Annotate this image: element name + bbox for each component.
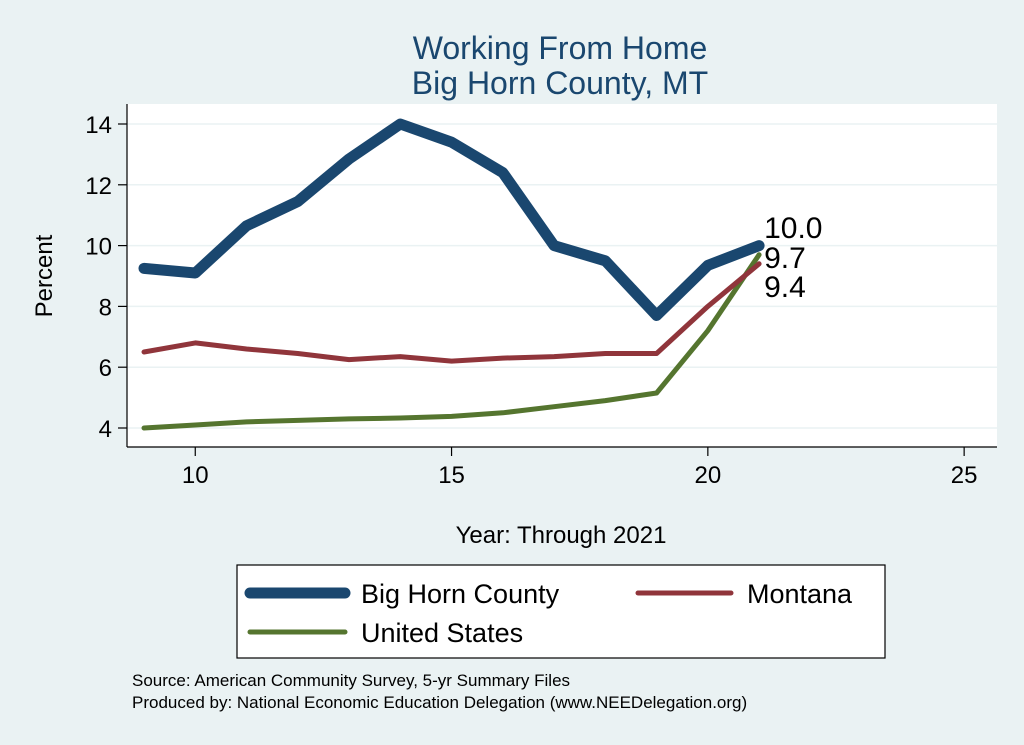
y-tick-label: 12 — [85, 173, 112, 200]
end-labels: 10.09.79.4 — [764, 212, 822, 304]
end-label: 10.0 — [764, 212, 822, 245]
series-line-big-horn-county — [138, 118, 765, 321]
x-tick-label: 10 — [182, 462, 209, 489]
chart-title: Working From Home — [413, 30, 708, 66]
end-label: 9.4 — [764, 271, 806, 304]
y-axis-title: Percent — [31, 234, 58, 317]
y-tick-label: 6 — [99, 355, 112, 382]
y-tick-label: 14 — [85, 112, 112, 139]
legend: Big Horn County Montana United States — [236, 564, 886, 659]
x-axis: 10 15 20 25 — [127, 446, 997, 489]
legend-label: Big Horn County — [361, 579, 560, 609]
series-line-united-states — [141, 252, 762, 431]
legend-label: Montana — [747, 579, 853, 609]
y-tick-label: 8 — [99, 294, 112, 321]
y-tick-label: 4 — [99, 416, 112, 443]
x-tick-label: 25 — [951, 462, 978, 489]
x-tick-label: 15 — [438, 462, 465, 489]
y-tick-label: 10 — [85, 234, 112, 261]
plot-area — [127, 104, 997, 447]
x-tick-label: 20 — [694, 462, 721, 489]
legend-label: United States — [361, 618, 523, 648]
producer-note: Produced by: National Economic Education… — [132, 693, 747, 712]
gridlines — [127, 123, 997, 429]
x-axis-title: Year: Through 2021 — [456, 522, 667, 549]
chart-subtitle: Big Horn County, MT — [412, 65, 708, 101]
legend-box — [236, 564, 886, 659]
series-line-montana — [141, 261, 762, 364]
end-label: 9.7 — [764, 242, 806, 275]
y-axis: 4 6 8 10 12 14 — [85, 104, 128, 447]
series-lines — [138, 118, 765, 431]
source-note: Source: American Community Survey, 5-yr … — [132, 671, 570, 690]
